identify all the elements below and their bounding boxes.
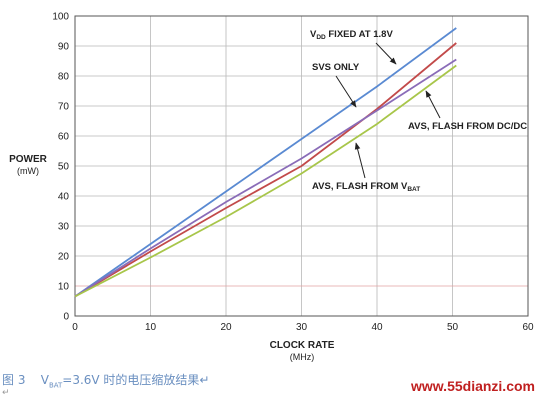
annotation-avs-dcdc: AVS, FLASH FROM DC/DC [408, 121, 527, 132]
y-tick-label: 40 [58, 192, 70, 203]
series-line-0 [74, 27, 457, 298]
y-tick-label: 10 [58, 282, 70, 293]
paragraph-mark: ↵ [2, 388, 10, 398]
caption-v: V [40, 373, 49, 387]
y-axis-title: POWER [9, 154, 48, 165]
y-tick-label: 70 [58, 102, 70, 113]
x-tick-label: 40 [371, 322, 383, 333]
x-tick-label: 10 [145, 322, 157, 333]
x-tick-label: 60 [522, 322, 534, 333]
series-line-1 [74, 42, 457, 298]
plot-frame [74, 15, 529, 317]
y-tick-label: 100 [52, 12, 69, 23]
x-axis-title: CLOCK RATE [270, 340, 335, 351]
annotation-vdd-fixed: VDD FIXED AT 1.8V [310, 29, 393, 41]
x-tick-label: 50 [447, 322, 459, 333]
x-tick-label: 20 [220, 322, 232, 333]
x-tick-label: 0 [72, 322, 78, 333]
figure-caption: 图 3 VBAT=3.6V 时的电压缩放结果↵ [2, 371, 209, 389]
series-line-3 [74, 64, 457, 298]
arrow-vdd-fixed [375, 42, 397, 65]
arrow-svs-only [335, 75, 357, 108]
power-vs-clock-chart: 0 10 20 30 40 50 60 0 10 20 30 40 50 60 70 80 90 100 POWE… [9, 12, 534, 363]
watermark: www.55dianzi.com [411, 378, 535, 394]
y-tick-label: 80 [58, 72, 70, 83]
arrow-avs-dcdc [425, 90, 441, 119]
caption-rest: =3.6V 时的电压缩放结果↵ [62, 373, 210, 387]
arrow-avs-vbat [354, 142, 366, 179]
y-axis-unit: (mW) [17, 166, 39, 176]
x-tick-label: 30 [296, 322, 308, 333]
y-tick-label: 20 [58, 252, 70, 263]
series-line-2 [74, 58, 457, 298]
y-tick-label: 30 [58, 222, 70, 233]
y-tick-label: 90 [58, 42, 70, 53]
series-layer [74, 27, 457, 298]
tick-labels: 0 10 20 30 40 50 60 0 10 20 30 40 50 60 70 80 90 100 [52, 12, 534, 334]
annotation-avs-vbat: AVS, FLASH FROM VBAT [312, 181, 420, 193]
y-tick-label: 50 [58, 162, 70, 173]
y-tick-label: 60 [58, 132, 70, 143]
annotation-svs-only: SVS ONLY [312, 62, 360, 73]
x-axis-unit: (MHz) [290, 352, 315, 362]
caption-figure-number: 图 3 [2, 373, 26, 387]
caption-sub: BAT [48, 381, 63, 390]
y-tick-label: 0 [63, 312, 69, 323]
